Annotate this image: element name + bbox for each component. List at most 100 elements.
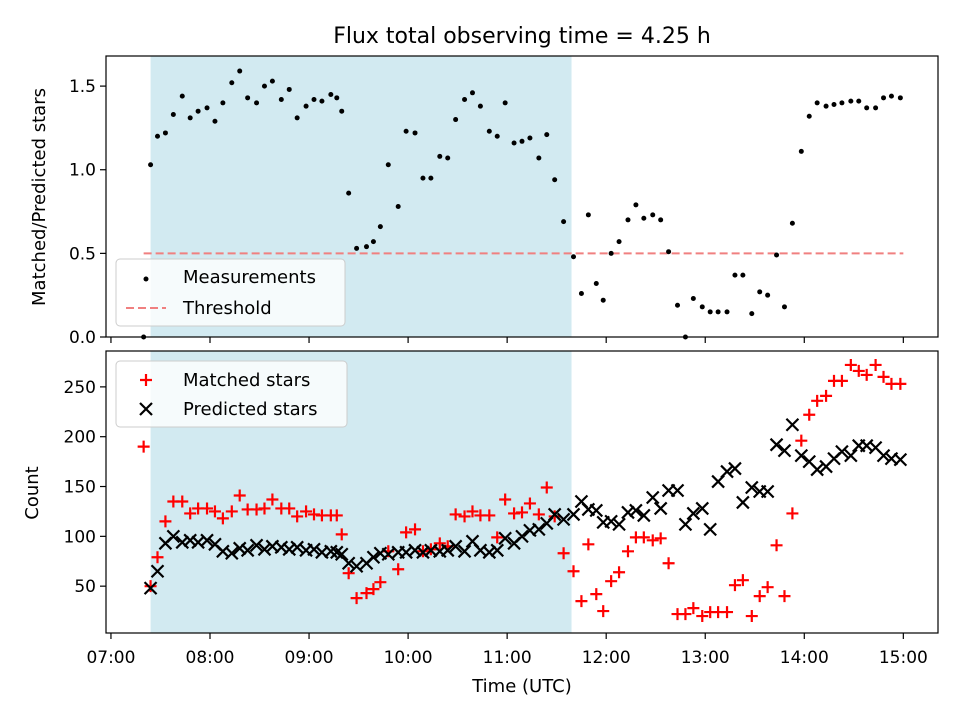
predicted-star-point [695, 501, 710, 516]
bottom-x-ticks: 07:00 08:00 09:00 10:00 11:00 12:00 13:00 14:00… [86, 633, 928, 668]
legend-predicted-label: Predicted stars [183, 399, 317, 420]
predicted-star-point [532, 522, 546, 537]
matched-star-point [621, 545, 634, 558]
measurement-point [311, 96, 317, 102]
measurement-point [848, 98, 854, 104]
matched-star-point [159, 515, 172, 528]
predicted-star-point [349, 559, 364, 574]
predicted-star-point [183, 533, 197, 548]
matched-star-point [548, 510, 561, 523]
measurement-point [346, 190, 352, 196]
predicted-star-point [240, 543, 255, 558]
measurement-point [303, 103, 309, 109]
measurement-point [625, 217, 631, 223]
x-axis-label: Time (UTC) [471, 676, 572, 697]
xtick-label: 12:00 [582, 648, 631, 668]
matched-star-point [258, 502, 271, 515]
bottom-ytick-label: 250 [64, 378, 96, 398]
measurement-point [453, 117, 459, 123]
measurement-point [412, 130, 418, 136]
measurement-point [561, 219, 567, 225]
measurement-point [641, 215, 647, 221]
predicted-star-point [637, 508, 651, 523]
predicted-star-point [175, 535, 190, 550]
measurement-point [494, 133, 500, 139]
predicted-star-point [150, 564, 165, 578]
top-x-ticks [110, 337, 904, 343]
measurement-point [286, 86, 292, 92]
measurement-point [502, 100, 508, 106]
matched-star-point [540, 481, 553, 494]
measurement-point [814, 100, 820, 106]
predicted-star-point [556, 512, 571, 527]
measurement-point [757, 289, 763, 295]
top-legend-box [115, 258, 346, 327]
matched-star-point [590, 588, 603, 601]
measurement-point [162, 130, 168, 136]
matched-star-points [137, 358, 907, 623]
predicted-star-point [794, 448, 809, 463]
matched-star-point [721, 606, 734, 619]
predicted-star-point [629, 503, 643, 518]
measurement-point [245, 95, 251, 101]
xtick-label: 15:00 [879, 648, 928, 668]
measurement-point [740, 272, 746, 278]
legend-predicted-marker [139, 402, 153, 416]
measurement-point [403, 128, 409, 134]
measurement-point [385, 162, 391, 168]
measurement-point [187, 115, 193, 121]
measurement-point [873, 105, 879, 111]
measurement-point [544, 132, 550, 138]
predicted-star-point [307, 542, 321, 557]
measurement-point [593, 280, 599, 286]
xtick-label: 14:00 [780, 648, 829, 668]
measurement-point [294, 115, 300, 121]
matched-star-point [575, 595, 588, 608]
measurement-point [831, 102, 837, 108]
matched-star-point [360, 587, 373, 600]
measurement-point [600, 297, 606, 303]
matched-star-point [753, 590, 766, 603]
matched-star-point [728, 579, 741, 592]
predicted-star-point [653, 501, 668, 516]
predicted-star-point [769, 437, 784, 452]
measurement-point [658, 217, 664, 223]
predicted-star-point [893, 452, 908, 467]
top-y-axis-label: Matched/Predicted stars [29, 88, 50, 306]
xtick-label: 11:00 [483, 648, 532, 668]
top-legend: Measurements Threshold [115, 258, 346, 327]
chart-title: Flux total observing time = 4.25 h [333, 24, 711, 49]
measurement-point [806, 113, 812, 119]
measurement-point [715, 309, 721, 315]
matched-star-point [646, 534, 659, 547]
measurement-point [781, 304, 787, 310]
matched-star-point [597, 605, 610, 618]
matched-star-point [392, 563, 405, 576]
bottom-legend-box [115, 360, 348, 428]
measurement-point [319, 98, 325, 104]
xtick-label: 08:00 [186, 648, 235, 668]
measurement-point [328, 91, 334, 97]
matched-star-point [335, 528, 348, 541]
measurement-point [798, 148, 804, 154]
matched-star-point [233, 489, 246, 502]
predicted-star-point [257, 542, 272, 557]
measurement-point [897, 95, 903, 101]
measurement-point [732, 272, 738, 278]
matched-star-point [761, 581, 774, 594]
matched-star-point [367, 583, 380, 596]
measurement-point [690, 296, 696, 302]
matched-star-point [499, 493, 512, 506]
top-panel: 0.0 0.5 1.0 1.5 Matched/Predicted stars Mea… [29, 55, 939, 348]
predicted-star-point [341, 556, 356, 571]
matched-star-point [350, 592, 363, 605]
matched-star-point [803, 408, 816, 421]
measurement-point [363, 244, 369, 250]
matched-star-point [869, 358, 882, 371]
predicted-star-point [785, 417, 800, 432]
matched-star-point [662, 557, 675, 570]
predicted-star-point [728, 461, 742, 476]
xtick-label: 09:00 [285, 648, 334, 668]
measurement-point [428, 175, 434, 181]
bottom-axes-frame [105, 350, 939, 634]
